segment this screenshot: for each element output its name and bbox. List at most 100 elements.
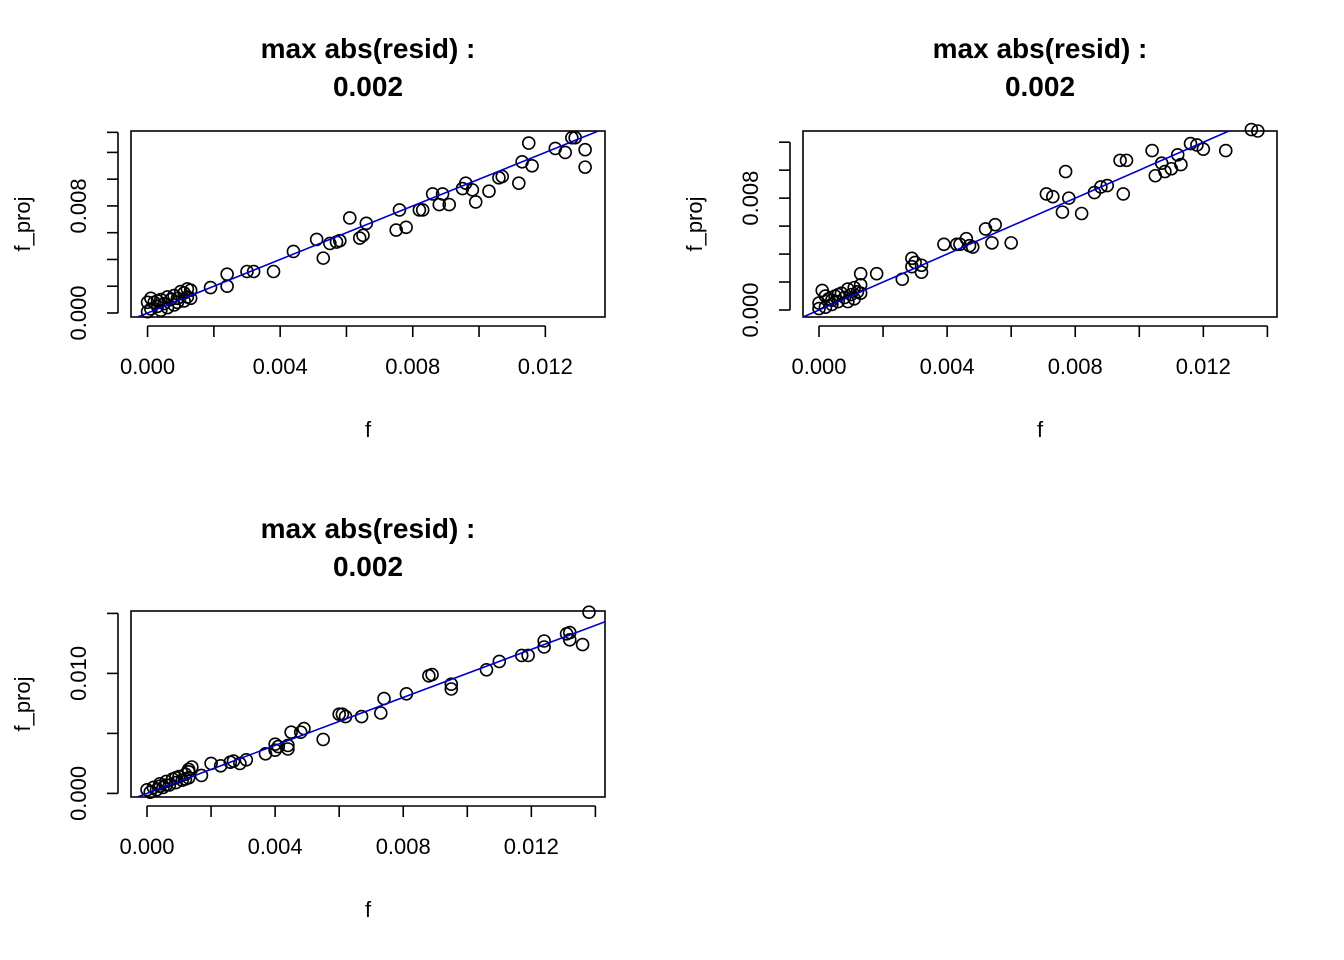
data-point bbox=[962, 238, 977, 253]
data-point bbox=[492, 654, 507, 669]
data-point bbox=[356, 228, 370, 243]
data-point bbox=[841, 294, 855, 309]
panel-2-x-axis: 0.000 0.004 0.008 0.012 bbox=[791, 325, 1269, 379]
data-point bbox=[399, 220, 413, 235]
panel-3-y-label: f_proj bbox=[10, 676, 35, 731]
data-point bbox=[389, 223, 403, 237]
data-point bbox=[342, 211, 357, 225]
data-point bbox=[332, 707, 346, 722]
panel-1-x-axis: 0.000 0.004 0.008 0.012 bbox=[120, 325, 573, 379]
data-point bbox=[578, 160, 592, 174]
data-point bbox=[853, 278, 868, 292]
scatter-panel-3: max abs(resid) : 0.002 0.000 0.004 0.008 0.… bbox=[10, 513, 606, 922]
data-point bbox=[444, 677, 459, 692]
data-point bbox=[1004, 236, 1018, 250]
panel-1-plot-frame bbox=[130, 130, 606, 318]
data-point bbox=[354, 709, 369, 724]
y-tick-label: 0.010 bbox=[66, 646, 91, 701]
data-point bbox=[316, 251, 331, 265]
x-tick-label: 0.000 bbox=[791, 354, 846, 379]
data-point bbox=[985, 236, 999, 250]
data-point bbox=[1046, 189, 1060, 204]
data-point bbox=[281, 738, 295, 753]
data-point bbox=[1074, 206, 1089, 221]
data-point bbox=[150, 294, 165, 308]
x-tick-label: 0.004 bbox=[920, 354, 975, 379]
scatter-panel-1: max abs(resid) : 0.002 0.000 0.004 0.008 0.… bbox=[10, 33, 606, 442]
data-point bbox=[140, 782, 154, 797]
data-point bbox=[853, 266, 868, 281]
data-point bbox=[159, 778, 174, 792]
panel-1-fit-line bbox=[137, 130, 599, 318]
panel-3-x-axis: 0.000 0.004 0.008 0.012 bbox=[119, 805, 597, 859]
data-point bbox=[268, 737, 282, 752]
data-point bbox=[266, 264, 281, 279]
data-point bbox=[937, 237, 951, 252]
data-point bbox=[1190, 138, 1204, 152]
x-tick-label: 0.004 bbox=[248, 834, 303, 859]
y-tick-label: 0.000 bbox=[738, 282, 763, 337]
panel-3-title-line2: 0.002 bbox=[333, 551, 403, 582]
y-tick-label: 0.008 bbox=[738, 171, 763, 226]
data-point bbox=[240, 264, 254, 279]
data-point bbox=[1170, 147, 1185, 162]
panel-1-y-label: f_proj bbox=[10, 196, 35, 251]
panel-3-plot-frame bbox=[130, 610, 606, 798]
panel-3-fit-line bbox=[137, 621, 606, 798]
panel-1-title-line2: 0.002 bbox=[333, 71, 403, 102]
data-point bbox=[239, 752, 254, 767]
data-point bbox=[512, 176, 526, 190]
data-point bbox=[953, 237, 967, 252]
data-point bbox=[1183, 136, 1198, 151]
data-point bbox=[444, 682, 459, 696]
data-point bbox=[284, 725, 298, 740]
panel-2-x-label: f bbox=[1037, 417, 1044, 442]
data-point bbox=[374, 706, 388, 720]
data-point bbox=[525, 158, 539, 173]
x-tick-label: 0.008 bbox=[376, 834, 431, 859]
data-point bbox=[143, 785, 158, 800]
data-point bbox=[521, 136, 536, 150]
panel-2-title-line2: 0.002 bbox=[1005, 71, 1075, 102]
data-point bbox=[425, 187, 440, 201]
x-tick-label: 0.004 bbox=[253, 354, 308, 379]
data-point bbox=[1039, 187, 1054, 201]
data-point bbox=[548, 141, 563, 156]
data-point bbox=[1218, 143, 1233, 158]
data-point bbox=[144, 291, 158, 306]
data-point bbox=[293, 725, 308, 740]
panel-1-title-line1: max abs(resid) : bbox=[261, 33, 476, 64]
data-point bbox=[178, 772, 193, 786]
data-point bbox=[1148, 168, 1163, 183]
data-point bbox=[169, 775, 183, 790]
data-point bbox=[422, 668, 436, 683]
data-point bbox=[223, 755, 238, 770]
panel-3-y-axis: 0.000 0.010 bbox=[66, 612, 119, 821]
x-tick-label: 0.000 bbox=[120, 354, 175, 379]
data-point bbox=[1058, 164, 1073, 179]
panel-2-y-label: f_proj bbox=[682, 196, 707, 251]
x-tick-label: 0.012 bbox=[1176, 354, 1231, 379]
data-point bbox=[1113, 153, 1127, 168]
data-point bbox=[181, 762, 196, 777]
data-point bbox=[1145, 143, 1159, 158]
data-point bbox=[442, 197, 457, 212]
data-point bbox=[246, 264, 261, 279]
data-point bbox=[213, 758, 228, 773]
data-point bbox=[479, 662, 494, 677]
data-point bbox=[1116, 187, 1131, 201]
data-point bbox=[565, 130, 579, 145]
data-point bbox=[203, 280, 218, 295]
x-tick-label: 0.000 bbox=[119, 834, 174, 859]
data-point bbox=[468, 195, 483, 209]
data-point bbox=[1250, 124, 1265, 138]
data-point bbox=[575, 637, 590, 652]
data-point bbox=[1100, 178, 1115, 193]
data-point bbox=[268, 743, 282, 758]
data-point bbox=[316, 732, 330, 747]
data-point bbox=[359, 216, 374, 231]
y-tick-label: 0.000 bbox=[66, 766, 91, 821]
data-point bbox=[869, 266, 884, 281]
data-point bbox=[482, 184, 496, 199]
panel-3-title-line1: max abs(resid) : bbox=[261, 513, 476, 544]
